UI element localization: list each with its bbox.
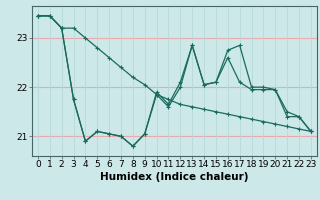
X-axis label: Humidex (Indice chaleur): Humidex (Indice chaleur) xyxy=(100,172,249,182)
